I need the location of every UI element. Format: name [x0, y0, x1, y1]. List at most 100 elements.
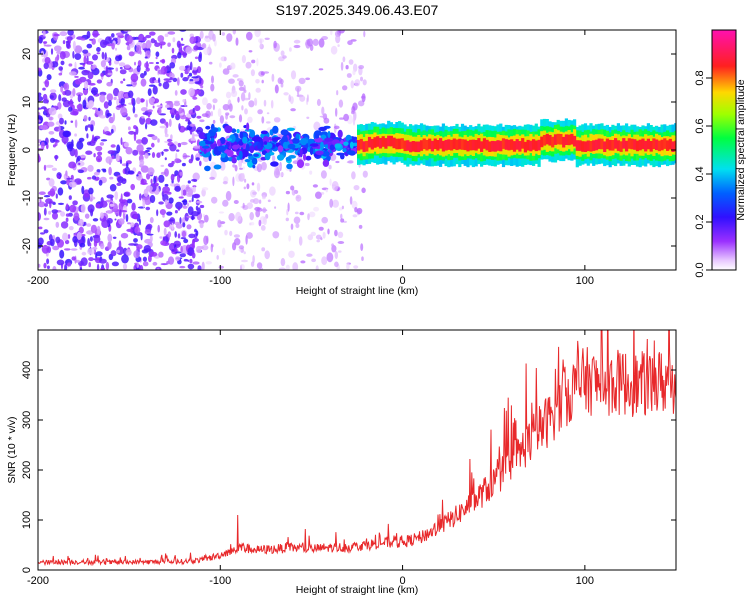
spectrogram-cell — [188, 158, 193, 164]
spectrogram-cell — [89, 242, 92, 247]
spectrogram-band-cell — [564, 134, 568, 145]
spectrogram-cell — [84, 213, 90, 219]
spectrogram-band-cell — [441, 140, 445, 152]
spectrogram-cell — [144, 62, 150, 69]
spectrogram-cell — [62, 130, 71, 138]
spectrogram-cell — [74, 75, 79, 78]
spectrogram-cell — [278, 267, 286, 270]
spectrogram-cell — [191, 196, 194, 202]
spectrogram-cell — [338, 30, 345, 34]
spectrogram-cell — [43, 229, 49, 234]
spectrogram-band-cell — [540, 136, 544, 148]
snr-y-axis: 0 100 200 300 400 — [21, 361, 676, 573]
spectrogram-cell — [151, 142, 155, 148]
spectrogram-cell — [327, 130, 331, 139]
spectrogram-cell — [361, 187, 366, 194]
spectrogram-cell — [99, 91, 107, 96]
spectrogram-cell — [120, 98, 125, 106]
spectrogram-cell — [106, 113, 112, 117]
spectrogram-band-cell — [556, 133, 560, 145]
spectrogram-y-tick-label: 0 — [21, 147, 33, 153]
spectrogram-cell — [140, 165, 149, 173]
spectrogram-cell — [225, 112, 230, 116]
spectrogram-cell — [322, 231, 326, 239]
spectrogram-x-tick-label: -100 — [209, 275, 231, 287]
spectrogram-cell — [92, 54, 98, 61]
spectrogram-x-axis: -200 -100 0 100 — [27, 30, 594, 287]
colorbar-gradient — [712, 30, 736, 270]
spectrogram-cell — [191, 132, 195, 139]
spectrogram-cell — [90, 224, 97, 234]
spectrogram-cell — [186, 215, 193, 218]
spectrogram-cell — [208, 30, 214, 40]
spectrogram-cell — [319, 115, 327, 118]
spectrogram-cell — [272, 125, 279, 134]
spectrogram-band-cell — [537, 139, 541, 151]
spectrogram-cell — [174, 90, 178, 96]
spectrogram-cell — [259, 38, 262, 49]
spectrogram-band-cell — [458, 138, 462, 150]
spectrogram-cell — [349, 141, 354, 149]
spectrogram-cell — [283, 92, 289, 96]
spectrogram-cell — [176, 77, 180, 86]
spectrogram-cell — [145, 99, 148, 108]
spectrogram-cell — [39, 197, 42, 203]
spectrogram-cell — [271, 155, 276, 162]
spectrogram-cell — [103, 101, 109, 109]
spectrogram-cell — [243, 84, 246, 92]
spectrogram-cell — [339, 207, 343, 211]
spectrogram-cell — [116, 105, 124, 108]
spectrogram-cell — [162, 186, 171, 194]
spectrogram-cell — [289, 47, 292, 52]
spectrogram-band-cell — [614, 138, 618, 149]
spectrogram-cell — [40, 232, 45, 235]
spectrogram-cell — [225, 190, 232, 201]
spectrogram-cell — [157, 35, 165, 43]
colorbar-tick-label: 0.6 — [694, 118, 706, 133]
spectrogram-cell — [91, 67, 100, 76]
spectrogram-cell — [290, 70, 297, 80]
spectrogram-cell — [295, 223, 300, 229]
spectrogram-cell — [158, 82, 162, 87]
spectrogram-cell — [350, 80, 355, 89]
spectrogram-cell — [109, 184, 117, 192]
spectrogram-cell — [165, 80, 172, 83]
spectrogram-band-cell — [529, 140, 533, 152]
spectrogram-band-cell — [578, 140, 582, 151]
spectrogram-cell — [334, 143, 342, 149]
spectrogram-cell — [313, 206, 320, 212]
spectrogram-cell — [105, 199, 113, 203]
spectrogram-cell — [161, 67, 163, 75]
spectrogram-cell — [263, 141, 268, 145]
spectrogram-cell — [150, 251, 158, 257]
spectrogram-cell — [310, 231, 316, 237]
spectrogram-cell — [334, 261, 339, 268]
snr-y-tick-label: 0 — [21, 567, 33, 573]
spectrogram-cell — [272, 231, 280, 239]
spectrogram-cell — [264, 152, 271, 161]
spectrogram-cell — [249, 145, 255, 154]
snr-x-tick-label: 0 — [400, 575, 406, 587]
spectrogram-cell — [43, 164, 47, 171]
spectrogram-cell — [62, 40, 66, 45]
spectrogram-cell — [70, 111, 79, 116]
spectrogram-cell — [88, 82, 96, 86]
snr-y-tick-label: 100 — [21, 511, 33, 529]
spectrogram-cell — [60, 180, 67, 185]
spectrogram-cell — [308, 211, 316, 218]
spectrogram-cell — [43, 62, 49, 70]
spectrogram-cell — [58, 125, 61, 133]
spectrogram-cell — [86, 133, 89, 139]
spectrogram-band-cell — [510, 139, 514, 150]
spectrogram-cell — [48, 131, 55, 135]
spectrogram-cell — [232, 176, 235, 187]
spectrogram-cell — [72, 200, 78, 206]
spectrogram-cell — [93, 248, 96, 255]
spectrogram-cell — [203, 235, 209, 246]
spectrogram-cell — [194, 228, 197, 233]
spectrogram-cell — [135, 267, 140, 270]
spectrogram-cell — [148, 62, 154, 64]
spectrogram-cell — [297, 87, 300, 97]
spectrogram-cell — [299, 138, 308, 146]
spectrogram-cell — [51, 209, 59, 214]
